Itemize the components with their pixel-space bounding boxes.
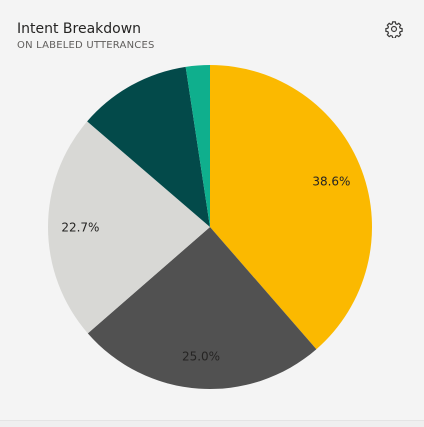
pie-slice-label-2: 25.0%: [182, 349, 220, 363]
pie-slice-label-3: 22.7%: [61, 220, 99, 234]
pie-slice-label-1: 38.6%: [312, 175, 350, 189]
